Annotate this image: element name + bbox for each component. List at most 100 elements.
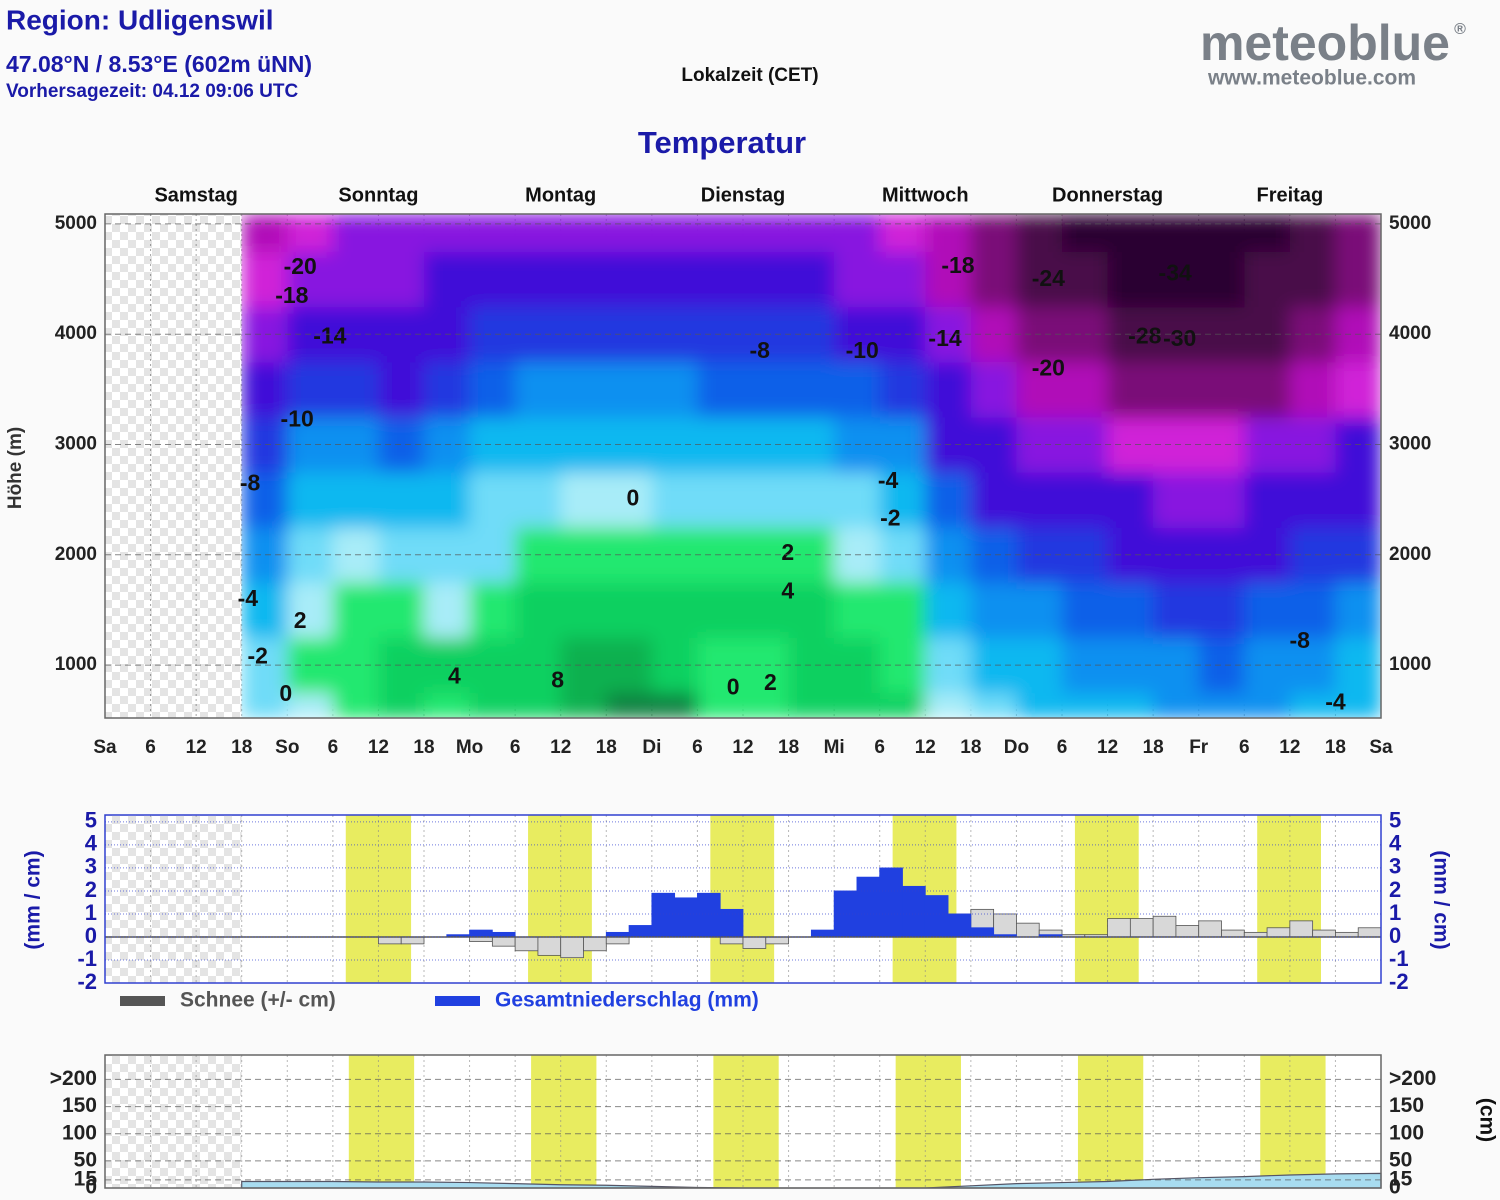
temperature-cell — [1016, 582, 1063, 638]
day-label: Samstag — [154, 184, 237, 206]
snow-bar — [1221, 929, 1245, 938]
contour-label: -8 — [240, 469, 261, 495]
day-label: Mittwoch — [882, 184, 969, 206]
temperature-cell — [970, 251, 1017, 308]
temperature-cell — [1016, 214, 1063, 252]
snow-bar — [719, 936, 744, 945]
temperature-cell — [469, 214, 516, 252]
temperature-cell — [287, 692, 334, 718]
y-tick-label: 150 — [1389, 1094, 1424, 1117]
temperature-cell — [788, 251, 835, 308]
y-tick-label: 15 — [74, 1167, 98, 1190]
temperature-cell — [560, 361, 607, 418]
temperature-cell — [241, 692, 288, 718]
temperature-cell — [925, 692, 972, 718]
snow-bar — [1129, 918, 1154, 938]
daylight-band — [1257, 815, 1321, 983]
precipitation-bar — [856, 876, 881, 938]
temperature-cell — [1244, 251, 1291, 308]
temperature-cell — [925, 361, 972, 418]
y-axis-label: (cm) — [1475, 1098, 1498, 1142]
contour-label: -20 — [1032, 355, 1065, 381]
temperature-cell — [743, 582, 790, 638]
temperature-cell — [697, 472, 744, 528]
snow-bar — [1266, 927, 1291, 938]
temperature-cell — [743, 361, 790, 418]
temperature-cell — [834, 472, 881, 528]
daylight-band — [1074, 815, 1139, 983]
contour-label: -8 — [749, 337, 770, 363]
y-tick-label: -2 — [1389, 969, 1409, 994]
snow-bar — [400, 936, 425, 945]
temperature-cell — [424, 472, 471, 528]
temperature-cells — [241, 214, 1381, 718]
y-tick-label: 2000 — [55, 544, 97, 565]
temperature-cell — [1062, 214, 1109, 252]
temperature-cell — [1244, 214, 1291, 252]
precipitation-bar — [924, 895, 949, 938]
snow-bar — [1357, 927, 1382, 938]
x-tick-label: 6 — [328, 737, 339, 758]
daylight-band — [710, 815, 775, 983]
y-tick-label: -1 — [77, 946, 97, 971]
y-tick-label: 150 — [62, 1094, 97, 1117]
temperature-cell — [1289, 692, 1336, 718]
y-tick-label: 0 — [1389, 923, 1401, 948]
y-tick-label: 4000 — [55, 323, 97, 344]
temperature-cell — [1062, 692, 1109, 718]
temperature-cell — [1153, 582, 1200, 638]
x-tick-label: 12 — [915, 737, 936, 758]
temperature-cell — [651, 251, 698, 308]
snow-bar — [1289, 920, 1314, 938]
temperature-cell — [560, 582, 607, 638]
snow-bar — [560, 936, 584, 959]
temperature-cell — [1198, 214, 1245, 252]
x-tick-label: 18 — [1325, 737, 1346, 758]
y-tick-label: 4000 — [1389, 323, 1431, 344]
x-tick-label: 12 — [368, 737, 389, 758]
no-data-region — [105, 815, 242, 983]
temperature-cell — [651, 361, 698, 418]
contour-label: -30 — [1163, 325, 1196, 351]
temperature-cell — [469, 692, 516, 718]
x-tick-label: 12 — [732, 737, 753, 758]
temperature-cell — [1198, 361, 1245, 418]
temperature-cell — [1335, 251, 1381, 308]
temperature-cell — [834, 361, 881, 418]
temperature-cell — [1062, 361, 1109, 418]
contour-label: -14 — [313, 323, 346, 349]
temperature-cell — [1335, 214, 1381, 252]
snow-bar — [1016, 922, 1040, 938]
x-tick-label: 6 — [692, 737, 703, 758]
y-tick-label: 3 — [85, 854, 97, 879]
forecast-time: Vorhersagezeit: 04.12 09:06 UTC — [6, 81, 298, 102]
temperature-cell — [743, 692, 790, 718]
x-tick-label: Sa — [1369, 737, 1393, 758]
contour-label: -18 — [941, 252, 974, 278]
contour-label: -4 — [878, 467, 899, 493]
temperature-cell — [651, 214, 698, 252]
temperature-cell — [424, 214, 471, 252]
snow-bar — [1198, 920, 1222, 938]
snow-bar — [605, 936, 630, 945]
snow-bar — [1152, 915, 1177, 938]
temperature-cell — [560, 214, 607, 252]
contour-label: -4 — [238, 585, 259, 611]
temperature-cell — [1107, 251, 1154, 308]
temperature-cell — [1289, 582, 1336, 638]
temperature-cell — [1244, 582, 1291, 638]
contour-label: -18 — [275, 282, 308, 308]
temperature-cell — [834, 582, 881, 638]
contour-label: -14 — [928, 325, 961, 351]
temperature-cell — [1153, 251, 1200, 308]
plot-frame — [104, 213, 1382, 719]
y-axis-label: (mm / cm) — [1429, 850, 1452, 949]
daylight-band — [531, 1055, 597, 1188]
temperature-cell — [606, 214, 653, 252]
temperature-cell — [697, 692, 744, 718]
snow-bar — [491, 936, 516, 947]
temperature-cell — [879, 251, 926, 308]
temperature-cell — [697, 214, 744, 252]
temperature-cell — [606, 472, 653, 528]
contour-label: 4 — [448, 662, 461, 688]
